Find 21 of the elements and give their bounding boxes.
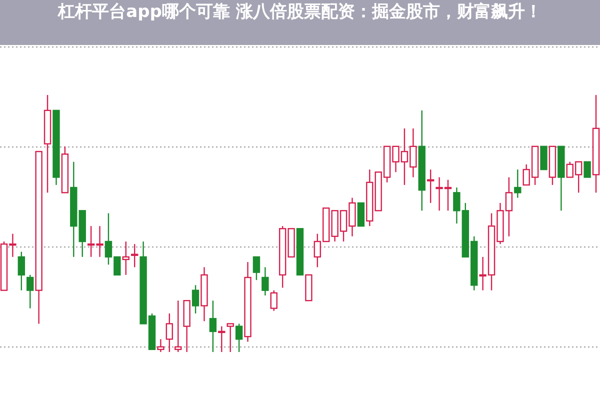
candlestick — [209, 300, 217, 353]
candlestick — [192, 284, 200, 314]
candlestick — [226, 323, 234, 353]
candlestick — [174, 300, 182, 353]
candlestick — [426, 168, 434, 204]
title: 杠杆平台app哪个可靠 涨八倍股票配资：掘金股市，财富飙升！ — [0, 0, 600, 45]
candlestick — [252, 256, 260, 281]
candlestick — [584, 161, 591, 178]
candlestick — [18, 251, 26, 291]
candlestick — [235, 323, 243, 353]
candlestick — [514, 168, 522, 198]
candlestick — [166, 312, 174, 353]
candlestick — [26, 274, 34, 309]
candlestick — [357, 202, 365, 227]
candlestick — [130, 243, 138, 268]
candlestick — [262, 266, 269, 296]
candlestick — [157, 338, 164, 353]
candlestick — [218, 326, 226, 353]
candlestick — [270, 290, 278, 312]
candlestick — [540, 146, 548, 170]
candlestick — [122, 240, 130, 276]
